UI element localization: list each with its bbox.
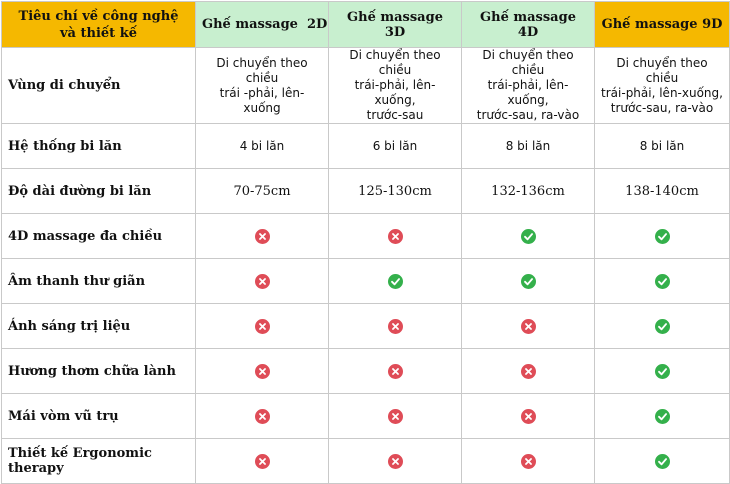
check-icon [520, 228, 536, 244]
cell-line: trước-sau [366, 108, 424, 122]
no-icon [254, 228, 270, 244]
row-label: Độ dài đường bi lăn [1, 168, 196, 214]
cell-9d [594, 258, 730, 304]
cell-line: Di chuyển theo chiều [482, 48, 574, 77]
cell-9d: 138-140cm [594, 168, 730, 214]
cell-3d [328, 438, 462, 484]
cell-4d [461, 438, 595, 484]
cell-3d [328, 213, 462, 259]
cell-3d: Di chuyển theo chiều trái-phải, lên-xuốn… [328, 47, 462, 124]
cell-9d [594, 213, 730, 259]
cell-2d: Di chuyển theo chiều trái -phải, lên-xuố… [195, 47, 329, 124]
table-row: Thiết kế Ergonomic therapy [1, 438, 730, 484]
no-icon [254, 318, 270, 334]
check-icon [520, 273, 536, 289]
cell-line: trái -phải, lên-xuống [219, 85, 305, 115]
cell-2d [195, 438, 329, 484]
table-row: Âm thanh thư giãn [1, 258, 730, 304]
row-label: Hương thơm chữa lành [1, 348, 196, 394]
no-icon [387, 318, 403, 334]
row-label: Thiết kế Ergonomic therapy [1, 438, 196, 484]
column-header-4d: Ghế massage 4D [461, 1, 595, 48]
cell-line: trái-phải, lên-xuống, [601, 85, 723, 100]
cell-line: Di chuyển theo chiều [349, 48, 441, 77]
no-icon [387, 453, 403, 469]
no-icon [254, 363, 270, 379]
no-icon [254, 408, 270, 424]
cell-4d: 8 bi lăn [461, 123, 595, 169]
row-label: Mái vòm vũ trụ [1, 393, 196, 439]
row-label: Ánh sáng trị liệu [1, 303, 196, 349]
cell-line: Di chuyển theo chiều [616, 55, 708, 85]
cell-2d [195, 213, 329, 259]
no-icon [387, 363, 403, 379]
cell-2d: 4 bi lăn [195, 123, 329, 169]
column-header-2d: Ghế massage 2D [195, 1, 329, 48]
cell-9d: Di chuyển theo chiều trái-phải, lên-xuốn… [594, 47, 730, 124]
check-icon [654, 228, 670, 244]
cell-line: trái-phải, lên-xuống, [354, 78, 436, 107]
cell-3d: 6 bi lăn [328, 123, 462, 169]
cell-4d [461, 303, 595, 349]
cell-9d [594, 348, 730, 394]
cell-2d [195, 348, 329, 394]
cell-3d [328, 348, 462, 394]
criteria-header: Tiêu chí về công nghệ và thiết kế [1, 1, 196, 48]
cell-4d [461, 213, 595, 259]
no-icon [520, 408, 536, 424]
column-header-3d: Ghế massage 3D [328, 1, 462, 48]
no-icon [520, 363, 536, 379]
header-row: Tiêu chí về công nghệ và thiết kế Ghế ma… [1, 1, 730, 48]
row-label: 4D massage đa chiều [1, 213, 196, 259]
row-label: Hệ thống bi lăn [1, 123, 196, 169]
criteria-header-line2: và thiết kế [60, 25, 137, 41]
cell-9d: 8 bi lăn [594, 123, 730, 169]
table-row: Hệ thống bi lăn 4 bi lăn 6 bi lăn 8 bi l… [1, 123, 730, 169]
no-icon [254, 273, 270, 289]
cell-4d [461, 258, 595, 304]
cell-9d [594, 393, 730, 439]
no-icon [387, 228, 403, 244]
cell-3d [328, 303, 462, 349]
check-icon [654, 363, 670, 379]
cell-2d [195, 303, 329, 349]
table-row: Vùng di chuyển Di chuyển theo chiều trái… [1, 47, 730, 124]
check-icon [654, 408, 670, 424]
no-icon [387, 408, 403, 424]
cell-line: trước-sau, ra-vào [610, 100, 714, 115]
check-icon [387, 273, 403, 289]
cell-2d [195, 393, 329, 439]
row-label: Vùng di chuyển [1, 47, 196, 124]
table-row: Độ dài đường bi lăn 70-75cm 125-130cm 13… [1, 168, 730, 214]
table-row: 4D massage đa chiều [1, 213, 730, 259]
column-header-9d: Ghế massage 9D [594, 1, 730, 48]
cell-4d [461, 393, 595, 439]
cell-9d [594, 303, 730, 349]
cell-3d [328, 258, 462, 304]
no-icon [520, 318, 536, 334]
check-icon [654, 318, 670, 334]
cell-4d: Di chuyển theo chiều trái-phải, lên-xuốn… [461, 47, 595, 124]
table-row: Hương thơm chữa lành [1, 348, 730, 394]
criteria-header-line1: Tiêu chí về công nghệ [18, 8, 179, 24]
cell-3d [328, 393, 462, 439]
cell-3d: 125-130cm [328, 168, 462, 214]
no-icon [254, 453, 270, 469]
cell-9d [594, 438, 730, 484]
table-row: Mái vòm vũ trụ [1, 393, 730, 439]
cell-line: trái-phải, lên-xuống, [487, 78, 569, 107]
check-icon [654, 273, 670, 289]
cell-line: trước-sau, ra-vào [476, 108, 580, 122]
cell-4d [461, 348, 595, 394]
cell-line: Di chuyển theo chiều [216, 55, 308, 85]
check-icon [654, 453, 670, 469]
no-icon [520, 453, 536, 469]
cell-2d [195, 258, 329, 304]
row-label: Âm thanh thư giãn [1, 258, 196, 304]
cell-4d: 132-136cm [461, 168, 595, 214]
cell-2d: 70-75cm [195, 168, 329, 214]
table-row: Ánh sáng trị liệu [1, 303, 730, 349]
